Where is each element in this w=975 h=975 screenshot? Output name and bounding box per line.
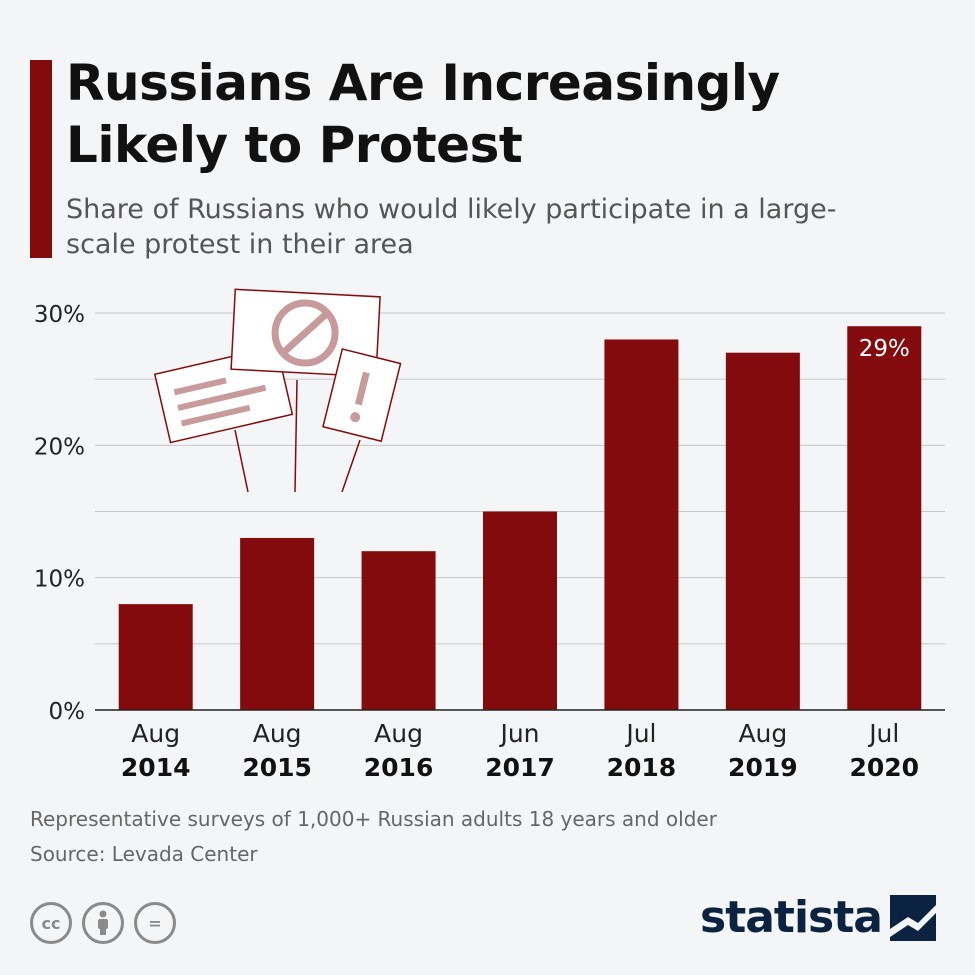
bar-chart: 0% 10% 20% 30% 29% Aug 2014 Aug 2015 Aug 2016 Jun… <box>34 288 945 782</box>
x-tick-year: 2019 <box>728 753 798 782</box>
x-tick-year: 2016 <box>364 753 434 782</box>
data-labels: 29% <box>859 336 910 362</box>
no-derivatives-icon[interactable]: = <box>134 902 176 944</box>
y-tick-label: 0% <box>49 699 86 725</box>
title-accent-bar <box>30 60 52 258</box>
bars <box>118 326 922 710</box>
chart-subtitle: Share of Russians who would likely parti… <box>66 194 837 260</box>
data-label: 29% <box>859 336 910 362</box>
protest-signs-illustration <box>153 288 402 493</box>
bar <box>725 352 800 710</box>
x-tick-year: 2017 <box>485 753 555 782</box>
statista-brand[interactable]: statista <box>700 892 936 944</box>
bar <box>118 604 193 710</box>
brand-name: statista <box>700 892 883 943</box>
bar <box>240 537 315 710</box>
y-tick-label: 20% <box>34 434 85 460</box>
source-note: Source: Levada Center <box>30 842 258 866</box>
y-tick-label: 10% <box>34 567 85 593</box>
x-tick-month: Aug <box>131 719 180 748</box>
attribution-icon[interactable] <box>82 902 124 944</box>
bar <box>483 511 557 710</box>
x-axis-labels: Aug 2014 Aug 2015 Aug 2016 Jun 2017 Jul 2018 Aug 20… <box>121 719 919 782</box>
x-tick-year: 2018 <box>607 753 677 782</box>
chart-title: Russians Are Increasingly Likely to Prot… <box>66 54 780 174</box>
x-tick-month: Jul <box>867 719 899 748</box>
x-tick-month: Jul <box>624 719 656 748</box>
x-tick-month: Aug <box>374 719 423 748</box>
x-tick-month: Aug <box>253 719 302 748</box>
footnote: Representative surveys of 1,000+ Russian… <box>30 807 717 831</box>
statista-logo-icon <box>889 895 936 941</box>
y-tick-label: 30% <box>34 302 85 328</box>
x-tick-year: 2014 <box>121 753 191 782</box>
creative-commons-icon[interactable]: cc <box>30 902 72 944</box>
bar <box>847 326 922 710</box>
x-tick-year: 2015 <box>242 753 312 782</box>
x-tick-month: Aug <box>738 719 787 748</box>
bar <box>604 339 679 710</box>
y-axis-ticks: 0% 10% 20% 30% <box>34 302 85 725</box>
bar <box>361 551 436 710</box>
x-tick-month: Jun <box>498 719 539 748</box>
x-tick-year: 2020 <box>849 753 919 782</box>
license-icons: cc = <box>30 902 176 944</box>
